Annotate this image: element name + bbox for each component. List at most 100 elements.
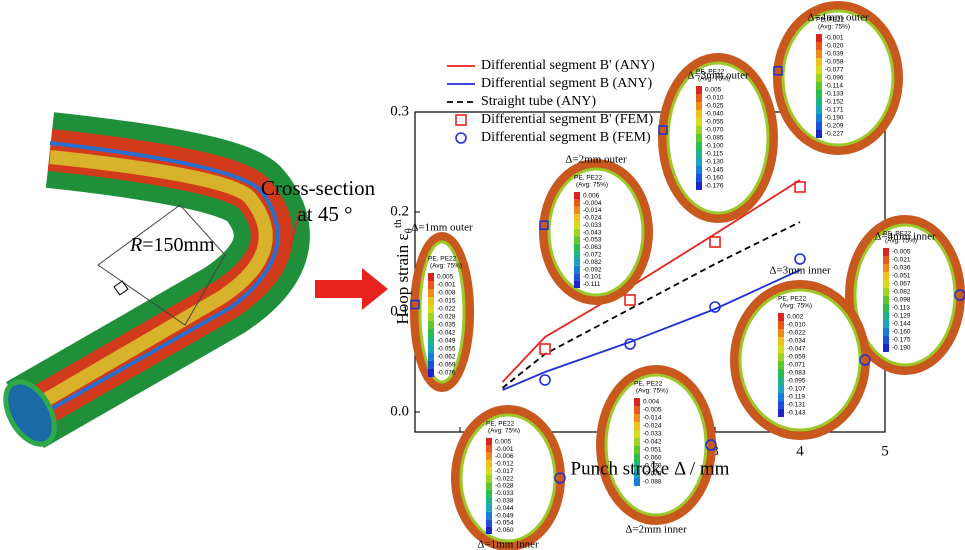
legend-value: -0.014 bbox=[643, 415, 662, 422]
legend-value: -0.059 bbox=[787, 354, 806, 361]
legend-avg: (Avg: 75%) bbox=[576, 182, 608, 189]
color-swatch bbox=[634, 446, 640, 454]
color-swatch bbox=[696, 118, 702, 126]
legend-value: -0.115 bbox=[705, 151, 723, 158]
legend-value: -0.004 bbox=[583, 200, 602, 207]
inset-label: Δ=1mm outer bbox=[411, 222, 473, 234]
legend-value: -0.001 bbox=[495, 446, 514, 453]
legend-value: -0.176 bbox=[705, 183, 724, 190]
legend-value: -0.044 bbox=[495, 505, 514, 512]
color-swatch bbox=[816, 34, 822, 42]
legend-value: -0.096 bbox=[825, 75, 844, 82]
legend-value: -0.129 bbox=[892, 313, 911, 320]
legend-value: -0.063 bbox=[583, 244, 602, 251]
legend-value: -0.028 bbox=[495, 483, 514, 490]
legend-avg: (Avg: 75%) bbox=[780, 303, 812, 310]
legend-value: -0.190 bbox=[892, 345, 911, 352]
legend-title: PE, PE22 bbox=[883, 231, 912, 238]
legend-value: -0.022 bbox=[495, 475, 514, 482]
color-swatch bbox=[778, 361, 784, 369]
legend-value: -0.015 bbox=[437, 298, 456, 305]
legend-value: -0.033 bbox=[583, 222, 602, 229]
legend-value: -0.060 bbox=[495, 527, 514, 534]
legend-value: -0.001 bbox=[437, 282, 456, 289]
color-swatch bbox=[696, 86, 702, 94]
color-swatch bbox=[574, 222, 580, 229]
color-swatch bbox=[696, 102, 702, 110]
y-axis-label: Hoop strain εθth bbox=[392, 219, 415, 325]
color-swatch bbox=[428, 337, 434, 345]
marker bbox=[540, 344, 550, 354]
color-swatch bbox=[486, 490, 492, 497]
legend-value: -0.113 bbox=[892, 305, 910, 312]
color-swatch bbox=[634, 422, 640, 430]
legend-value: -0.062 bbox=[437, 354, 456, 361]
legend-swatch bbox=[456, 133, 466, 143]
color-swatch bbox=[574, 192, 580, 199]
color-swatch bbox=[816, 82, 822, 90]
legend-value: -0.012 bbox=[495, 461, 514, 468]
color-swatch bbox=[696, 150, 702, 158]
legend-value: -0.033 bbox=[495, 490, 514, 497]
color-swatch bbox=[486, 453, 492, 460]
y-tick-label: 0.3 bbox=[390, 103, 409, 119]
legend-value: -0.024 bbox=[583, 215, 602, 222]
legend-avg: (Avg: 75%) bbox=[885, 238, 917, 245]
legend-value: -0.069 bbox=[437, 362, 456, 369]
legend-value: -0.017 bbox=[495, 468, 514, 475]
color-swatch bbox=[486, 504, 492, 511]
color-swatch bbox=[696, 126, 702, 134]
color-swatch bbox=[486, 445, 492, 452]
color-swatch bbox=[574, 229, 580, 236]
color-swatch bbox=[883, 288, 889, 296]
legend-value: -0.092 bbox=[583, 266, 602, 273]
color-swatch bbox=[816, 114, 822, 122]
inset-label: Δ=3mm inner bbox=[769, 265, 831, 277]
color-swatch bbox=[428, 281, 434, 289]
legend-value: -0.072 bbox=[583, 251, 602, 258]
legend-value: -0.035 bbox=[437, 322, 456, 329]
color-swatch bbox=[883, 264, 889, 272]
color-swatch bbox=[634, 406, 640, 414]
legend-value: -0.088 bbox=[643, 479, 662, 486]
legend-value: -0.024 bbox=[643, 423, 662, 430]
color-swatch bbox=[486, 512, 492, 519]
color-swatch bbox=[778, 353, 784, 361]
color-swatch bbox=[486, 519, 492, 526]
color-swatch bbox=[883, 328, 889, 336]
legend-value: -0.160 bbox=[892, 329, 911, 336]
legend-value: -0.025 bbox=[705, 103, 724, 110]
legend-value: -0.100 bbox=[705, 143, 724, 150]
x-tick-label: 5 bbox=[881, 443, 889, 459]
legend-value: -0.152 bbox=[825, 99, 844, 106]
color-swatch bbox=[816, 74, 822, 82]
legend-value: -0.040 bbox=[705, 111, 724, 118]
color-swatch bbox=[778, 313, 784, 321]
marker bbox=[710, 237, 720, 247]
color-swatch bbox=[574, 236, 580, 243]
legend-value: -0.082 bbox=[892, 289, 911, 296]
y-tick-label: 0.2 bbox=[390, 203, 409, 219]
color-swatch bbox=[486, 438, 492, 445]
legend-value: -0.051 bbox=[643, 447, 662, 454]
legend-value: 0.005 bbox=[437, 274, 454, 281]
color-swatch bbox=[883, 320, 889, 328]
legend-value: -0.130 bbox=[705, 159, 724, 166]
legend-value: -0.171 bbox=[825, 107, 844, 114]
legend-value: -0.190 bbox=[825, 115, 844, 122]
legend-title: PE, PE22 bbox=[634, 381, 663, 388]
color-swatch bbox=[883, 312, 889, 320]
legend-value: -0.076 bbox=[437, 370, 456, 377]
color-swatch bbox=[574, 214, 580, 221]
legend-value: -0.010 bbox=[705, 95, 724, 102]
legend-value: -0.175 bbox=[892, 337, 911, 344]
legend-value: 0.006 bbox=[583, 192, 600, 199]
legend-value: -0.082 bbox=[583, 259, 602, 266]
color-swatch bbox=[428, 353, 434, 361]
color-swatch bbox=[486, 527, 492, 534]
color-swatch bbox=[778, 329, 784, 337]
legend-value: -0.077 bbox=[825, 67, 844, 74]
color-swatch bbox=[883, 248, 889, 256]
color-swatch bbox=[574, 251, 580, 258]
color-swatch bbox=[486, 460, 492, 467]
